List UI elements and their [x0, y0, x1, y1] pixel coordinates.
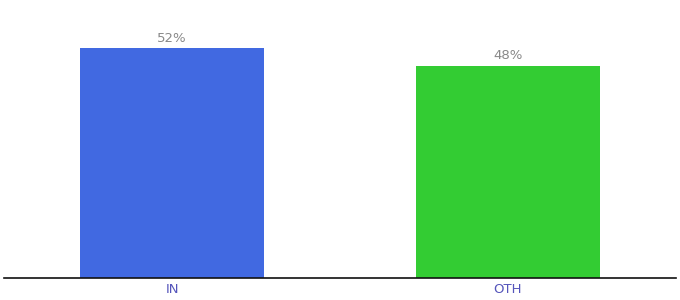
Bar — [415, 66, 600, 278]
Bar — [80, 48, 265, 278]
Text: 48%: 48% — [493, 50, 523, 62]
Text: 52%: 52% — [157, 32, 187, 45]
